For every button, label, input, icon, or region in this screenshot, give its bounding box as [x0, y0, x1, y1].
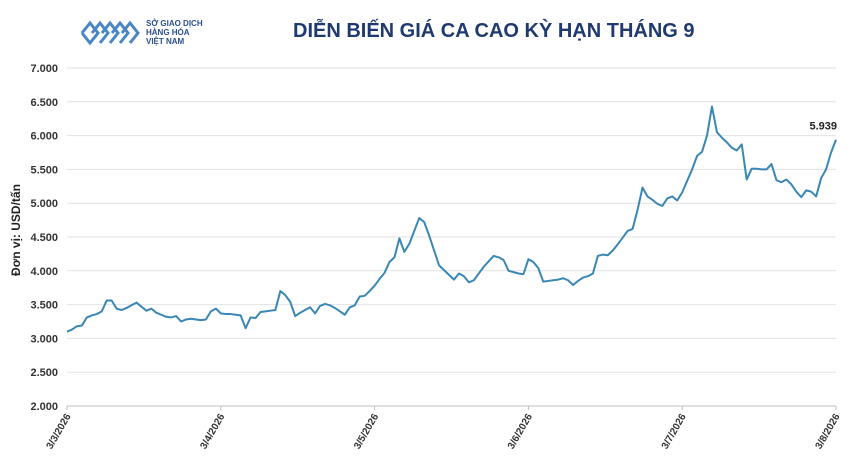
y-tick-label: 6.000 — [30, 131, 58, 143]
y-tick-label: 2.500 — [30, 367, 58, 379]
y-tick-label: 7.000 — [30, 63, 58, 75]
chart-title: DIỄN BIẾN GIÁ CA CAO KỲ HẠN THÁNG 9 — [293, 20, 695, 42]
y-tick-label: 3.000 — [30, 333, 58, 345]
y-tick-labels: 2.000 2.500 3.000 3.500 4.000 4.500 5.000 5.500… — [30, 63, 58, 413]
y-tick-label: 3.500 — [30, 300, 58, 312]
x-tick-label: 3/4/2026 — [198, 412, 227, 452]
x-tick-label: 3/5/2026 — [352, 412, 381, 452]
y-tick-label: 2.000 — [30, 401, 58, 413]
logo-line: SỞ GIAO DỊCH — [146, 19, 203, 28]
last-value-label: 5.939 — [809, 121, 837, 133]
exchange-logo-icon — [80, 20, 140, 46]
grid-lines — [67, 67, 836, 407]
x-tick-label: 3/3/2026 — [45, 412, 74, 452]
x-tick-labels: 3/3/2026 3/4/2026 3/5/2026 3/6/2026 3/7/2026… — [45, 406, 843, 451]
y-tick-label: 6.500 — [30, 97, 58, 109]
logo-text: SỞ GIAO DỊCH HÀNG HÓA VIỆT NAM — [146, 19, 203, 46]
y-tick-label: 4.500 — [30, 232, 58, 244]
logo-line: HÀNG HÓA — [146, 28, 190, 37]
logo-line: VIỆT NAM — [146, 37, 185, 46]
x-tick-label: 3/6/2026 — [506, 412, 535, 452]
x-tick-label: 3/8/2026 — [814, 412, 843, 452]
series-layer: 5.939 — [66, 105, 837, 333]
y-tick-label: 5.000 — [30, 198, 58, 210]
y-tick-label: 5.500 — [30, 164, 58, 176]
x-tick-label: 3/7/2026 — [660, 412, 689, 452]
price-series-line — [66, 105, 837, 333]
y-tick-label: 4.000 — [30, 266, 58, 278]
